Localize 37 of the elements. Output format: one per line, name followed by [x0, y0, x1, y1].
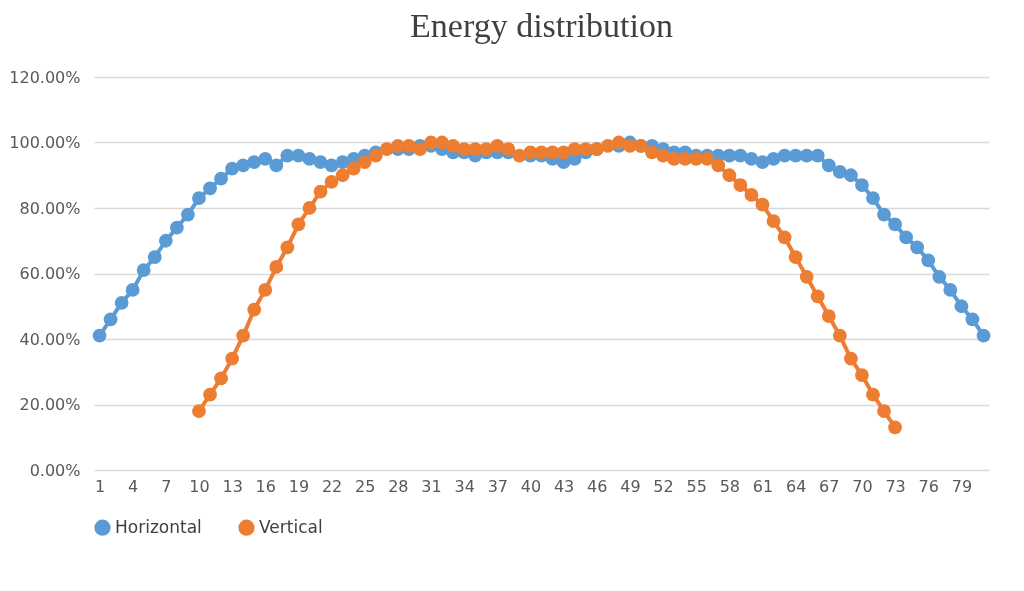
- legend-label: Vertical: [259, 516, 323, 537]
- x-tick-label: 61: [752, 476, 774, 496]
- y-tick-label: 60.00%: [19, 264, 81, 283]
- x-tick-label: 7: [161, 476, 172, 496]
- x-tick-label: 64: [785, 476, 807, 496]
- x-tick-label: 46: [587, 476, 608, 496]
- x-tick-label: 52: [653, 476, 674, 496]
- x-tick-label: 16: [255, 476, 276, 496]
- x-tick-label: 4: [128, 476, 139, 496]
- legend-label: Horizontal: [115, 516, 202, 537]
- x-tick-label: 43: [553, 476, 575, 496]
- x-tick-label: 76: [918, 476, 939, 496]
- x-tick-label: 58: [719, 476, 741, 496]
- y-tick-label: 0.00%: [29, 460, 81, 480]
- y-tick-label: 80.00%: [19, 198, 81, 218]
- x-tick-label: 28: [388, 476, 409, 496]
- x-tick-label: 67: [819, 476, 840, 496]
- x-tick-label: 34: [454, 476, 475, 496]
- y-tick-label: 20.00%: [19, 395, 81, 414]
- x-tick-label: 1: [94, 476, 106, 496]
- x-tick-label: 55: [686, 476, 707, 496]
- y-tick-label: 40.00%: [19, 329, 81, 349]
- x-tick-label: 37: [487, 476, 508, 496]
- x-tick-label: 79: [951, 476, 973, 496]
- y-tick-label: 120.00%: [9, 67, 81, 87]
- x-tick-label: 40: [520, 476, 542, 496]
- x-tick-label: 10: [189, 476, 210, 496]
- x-tick-label: 31: [421, 476, 442, 496]
- x-tick-label: 49: [620, 476, 641, 496]
- chart-title: Energy distribution: [410, 7, 673, 44]
- x-tick-label: 73: [885, 476, 906, 496]
- x-tick-label: 19: [288, 476, 310, 496]
- y-tick-label: 100.00%: [9, 133, 81, 152]
- x-tick-label: 13: [222, 476, 243, 496]
- x-tick-label: 70: [852, 476, 873, 496]
- x-tick-label: 22: [321, 476, 343, 496]
- x-tick-label: 25: [355, 476, 376, 496]
